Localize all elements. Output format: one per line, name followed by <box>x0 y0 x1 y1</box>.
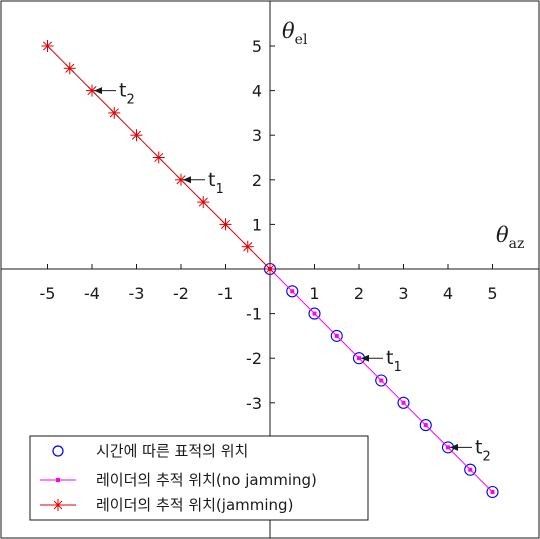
y-tick-label: -1 <box>246 305 262 324</box>
no-jamming-point <box>490 490 495 494</box>
x-tick-label: -4 <box>84 284 100 303</box>
no-jamming-point <box>312 311 317 316</box>
no-jamming-point <box>446 445 450 450</box>
jamming-point <box>41 40 54 52</box>
jamming-point <box>130 129 143 142</box>
annotation-t2: t2 <box>450 436 491 464</box>
y-tick-label: -2 <box>246 349 262 368</box>
no-jamming-point <box>468 467 473 472</box>
legend-box <box>29 435 369 521</box>
annotation-t1: t1 <box>361 347 402 375</box>
jamming-point <box>264 263 276 275</box>
no-jamming-point <box>379 378 384 383</box>
x-tick-label: 5 <box>487 284 497 303</box>
target-point <box>419 419 432 432</box>
jamming-point <box>108 106 121 119</box>
legend-marker-no-jamming <box>56 478 60 482</box>
target-point <box>330 329 343 342</box>
target-point <box>308 307 321 320</box>
no-jamming-point <box>357 356 361 361</box>
target-point <box>486 485 499 499</box>
series-layer <box>41 40 499 499</box>
jamming-point <box>241 240 254 253</box>
no-jamming-point <box>290 289 295 294</box>
y-tick-label: 2 <box>252 171 262 190</box>
jamming-point <box>63 62 76 75</box>
target-point <box>464 463 477 476</box>
jamming-point <box>152 151 165 164</box>
legend-label-jamming: 레이더의 추적 위치(jamming) <box>96 496 293 514</box>
x-tick-label: 2 <box>354 284 364 303</box>
y-tick-label: 5 <box>252 37 262 56</box>
x-tick-label: -1 <box>218 284 234 303</box>
no-jamming-point <box>334 333 339 338</box>
x-tick-label: -2 <box>173 284 189 303</box>
svg-text:t2: t2 <box>475 436 491 464</box>
x-tick-label: 3 <box>398 284 408 303</box>
y-tick-label: -3 <box>246 394 262 413</box>
svg-text:t2: t2 <box>119 80 135 108</box>
legend: 시간에 따른 표적의 위치 레이더의 추적 위치(no jamming) 레이더… <box>29 435 369 521</box>
legend-marker-target <box>52 445 64 457</box>
annotations: t1 t2 t1 t2 <box>94 80 491 464</box>
y-tick-label: 1 <box>252 215 262 234</box>
x-tick-label: 4 <box>443 284 453 303</box>
y-tick-label: 3 <box>252 126 262 145</box>
target-point <box>397 396 410 409</box>
x-tick-label: 1 <box>309 284 319 303</box>
legend-label-target: 시간에 따른 표적의 위치 <box>96 442 248 460</box>
no-jamming-point <box>401 400 406 405</box>
annotation-t1: t1 <box>183 169 224 197</box>
jamming-point <box>219 218 232 231</box>
target-point <box>375 374 388 387</box>
svg-text:t1: t1 <box>208 169 224 197</box>
jamming-point <box>197 196 210 209</box>
x-axis-title: θaz <box>496 223 524 252</box>
no-jamming-point <box>423 423 428 428</box>
jamming-point <box>86 84 98 97</box>
legend-marker-jamming <box>52 499 64 511</box>
target-point <box>286 285 299 298</box>
legend-label-no-jamming: 레이더의 추적 위치(no jamming) <box>96 471 317 489</box>
x-tick-label: -5 <box>40 284 56 303</box>
y-tick-label: 4 <box>252 82 262 101</box>
svg-text:t1: t1 <box>386 347 402 375</box>
annotation-t2: t2 <box>94 80 135 108</box>
y-axis-title: θel <box>282 19 308 48</box>
x-tick-label: -3 <box>129 284 145 303</box>
